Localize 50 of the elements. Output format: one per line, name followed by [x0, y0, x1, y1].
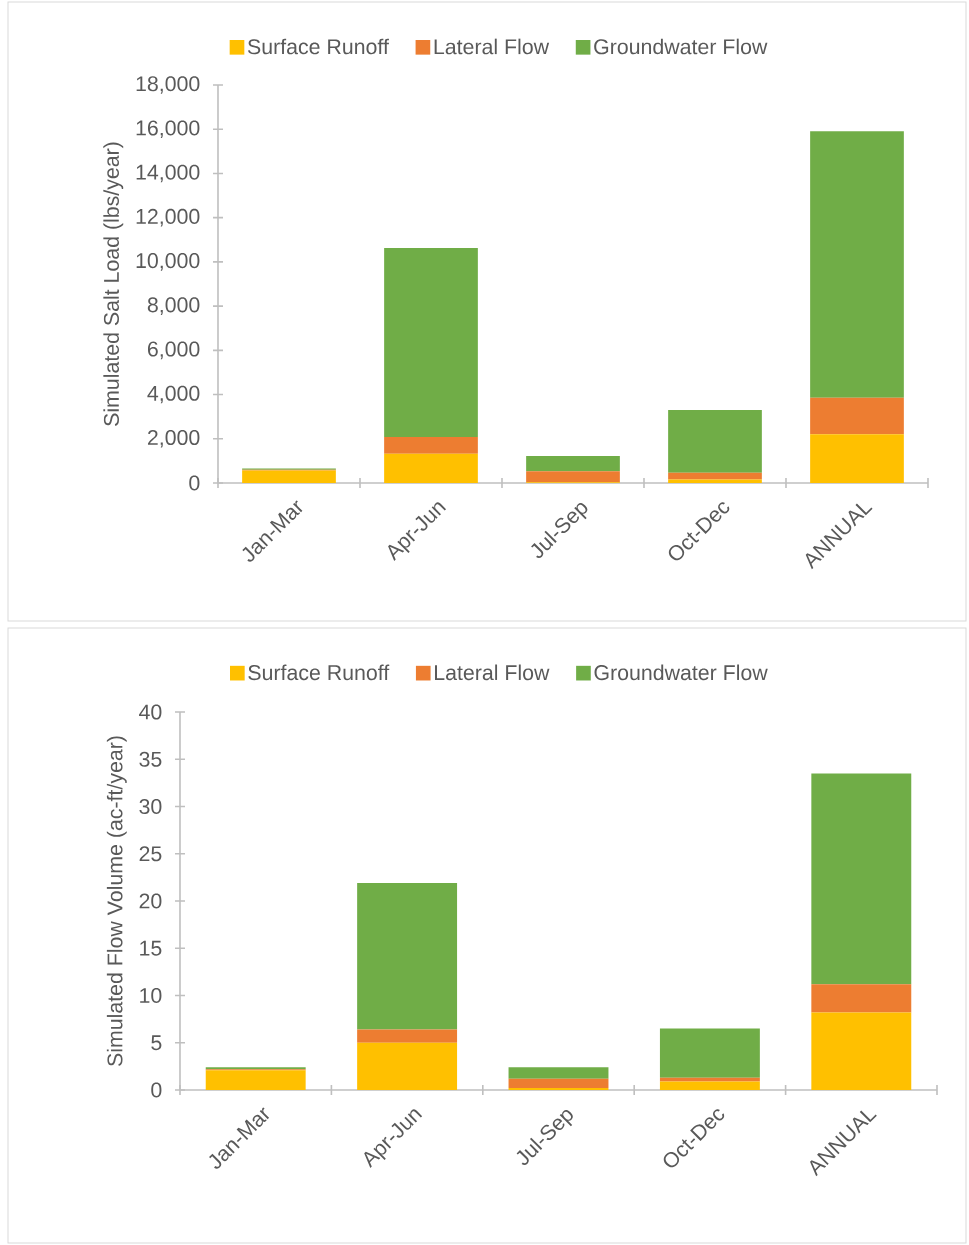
legend-label: Surface Runoff: [247, 38, 389, 55]
bar: [526, 456, 620, 472]
bar: [668, 472, 762, 480]
y-tick-label: 10,000: [136, 253, 200, 271]
bar: [659, 1028, 760, 1078]
y-tick-label: 14,000: [136, 164, 200, 183]
bar: [357, 883, 458, 1030]
bar: [526, 471, 620, 483]
y-tick-label: 35: [139, 751, 162, 767]
legend-label: Lateral Flow: [435, 664, 550, 681]
bar: [811, 1012, 912, 1090]
bar: [810, 434, 904, 483]
legend-label: Lateral Flow: [434, 38, 550, 55]
y-tick-label: 2,000: [147, 429, 200, 448]
y-tick-label: 30: [139, 798, 162, 815]
y-tick-label: 8,000: [147, 297, 200, 315]
y-tick-label: 5: [151, 1035, 162, 1051]
bar: [205, 1070, 306, 1090]
y-axis-title: Simulated Flow Volume (ac-ft/year): [106, 736, 127, 1067]
bar: [810, 397, 904, 435]
bar: [659, 1081, 760, 1090]
y-tick-label: 6,000: [147, 341, 200, 360]
bar: [811, 984, 912, 1013]
y-tick-label: 0: [189, 475, 200, 491]
y-tick-label: 10: [140, 987, 162, 1004]
bar: [242, 470, 336, 483]
bar: [508, 1078, 609, 1089]
bar: [357, 1029, 458, 1043]
y-tick-label: 25: [139, 846, 162, 862]
bar: [668, 479, 762, 483]
bar: [508, 1067, 609, 1079]
bar: [384, 437, 478, 454]
bar: [384, 247, 478, 437]
bar: [810, 131, 904, 398]
legend-label: Groundwater Flow: [594, 664, 768, 681]
y-tick-label: 0: [151, 1082, 162, 1098]
legend-label: Surface Runoff: [248, 664, 390, 681]
bar: [811, 773, 912, 985]
bar: [384, 453, 478, 483]
y-tick-label: 40: [139, 704, 162, 720]
y-tick-label: 18,000: [136, 76, 200, 94]
bar: [357, 1042, 458, 1090]
y-tick-label: 4,000: [147, 385, 200, 404]
y-tick-label: 16,000: [136, 120, 200, 139]
legend-label: Groundwater Flow: [594, 38, 768, 55]
bar: [668, 410, 762, 473]
y-tick-label: 15: [140, 940, 162, 956]
y-tick-label: 12,000: [136, 208, 200, 227]
y-tick-label: 20: [139, 893, 162, 909]
y-axis-title: Simulated Salt Load (lbs/year): [103, 142, 124, 426]
